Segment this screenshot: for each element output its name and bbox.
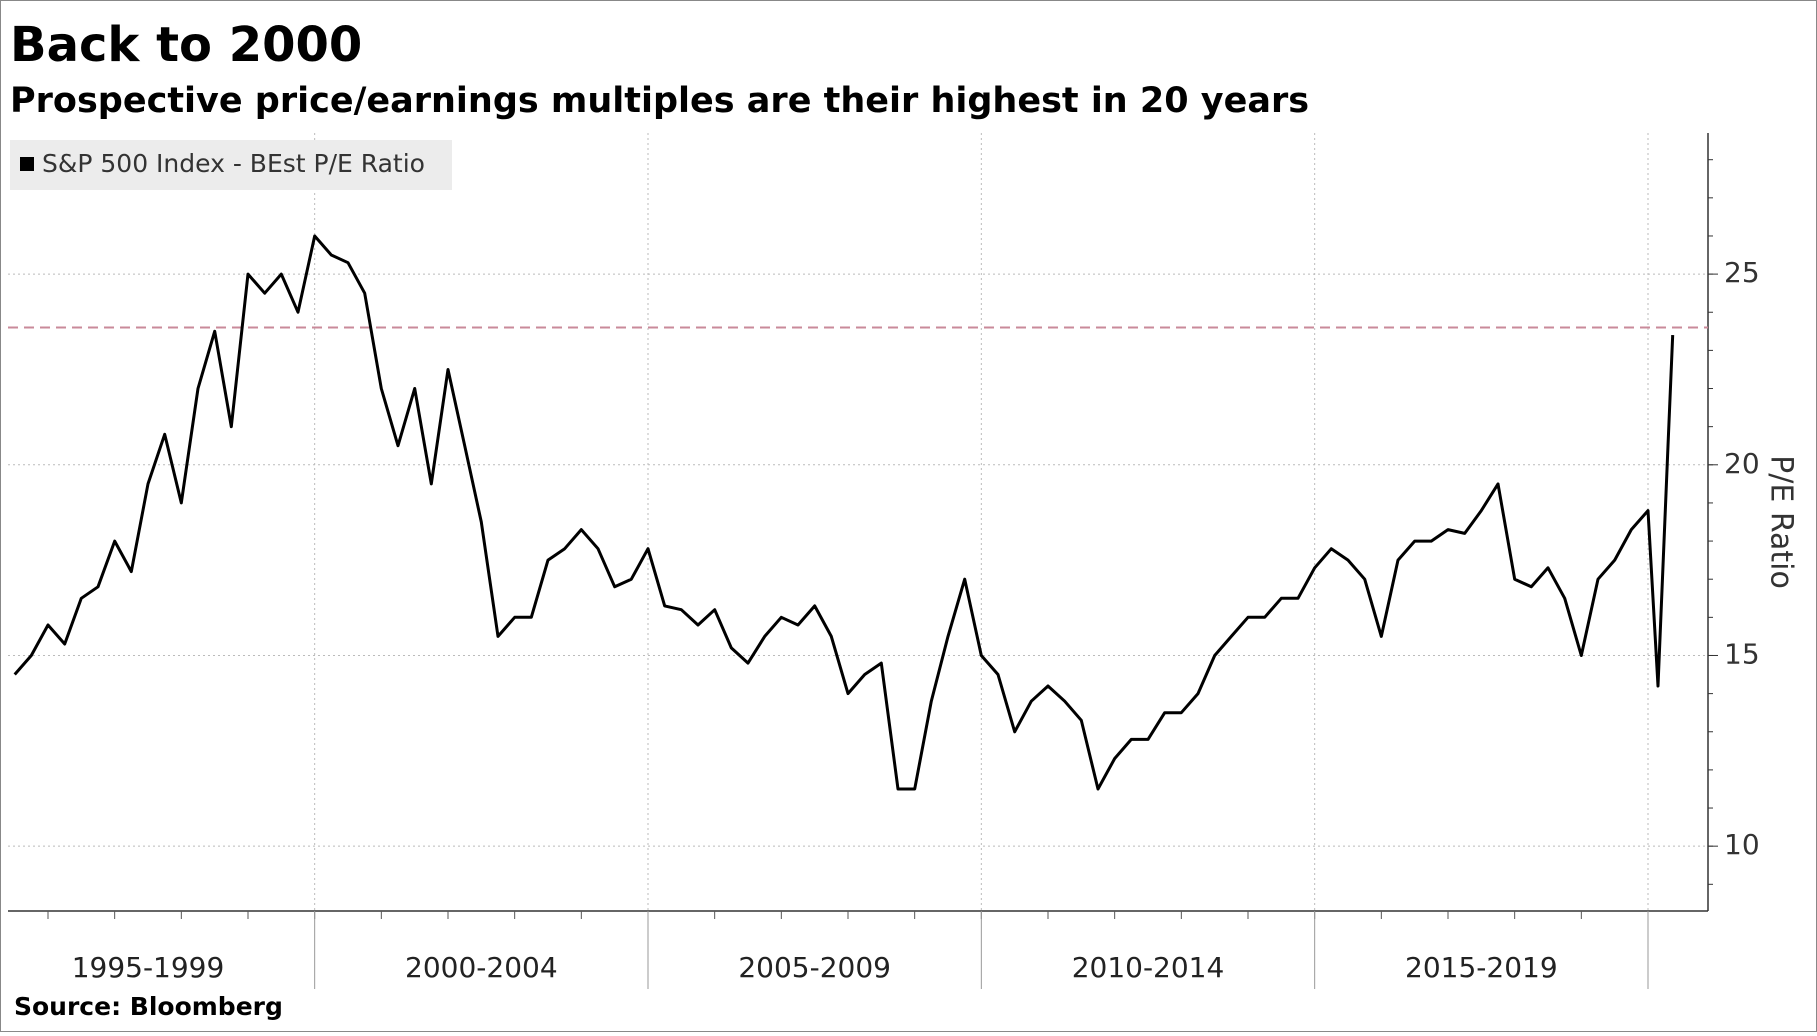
- legend-box: [10, 140, 452, 190]
- x-tick-label: 2000-2004: [405, 951, 558, 984]
- chart-title: Back to 2000: [10, 17, 362, 73]
- y-tick-label: 15: [1724, 637, 1760, 670]
- legend-swatch: [20, 157, 34, 171]
- source: Source: Bloomberg: [14, 992, 283, 1021]
- x-tick-label: 2010-2014: [1072, 951, 1225, 984]
- x-tick-label: 1995-1999: [72, 951, 225, 984]
- x-tick-label: 2005-2009: [738, 951, 891, 984]
- y-axis-label: P/E Ratio: [1764, 455, 1799, 589]
- legend-label: S&P 500 Index - BEst P/E Ratio: [42, 149, 425, 178]
- chart-subtitle: Prospective price/earnings multiples are…: [10, 81, 1309, 121]
- y-tick-label: 25: [1724, 256, 1760, 289]
- data-line: [13, 234, 1675, 791]
- x-tick-label: 2015-2019: [1405, 951, 1558, 984]
- y-tick-label: 10: [1724, 828, 1760, 861]
- y-tick-label: 20: [1724, 447, 1760, 480]
